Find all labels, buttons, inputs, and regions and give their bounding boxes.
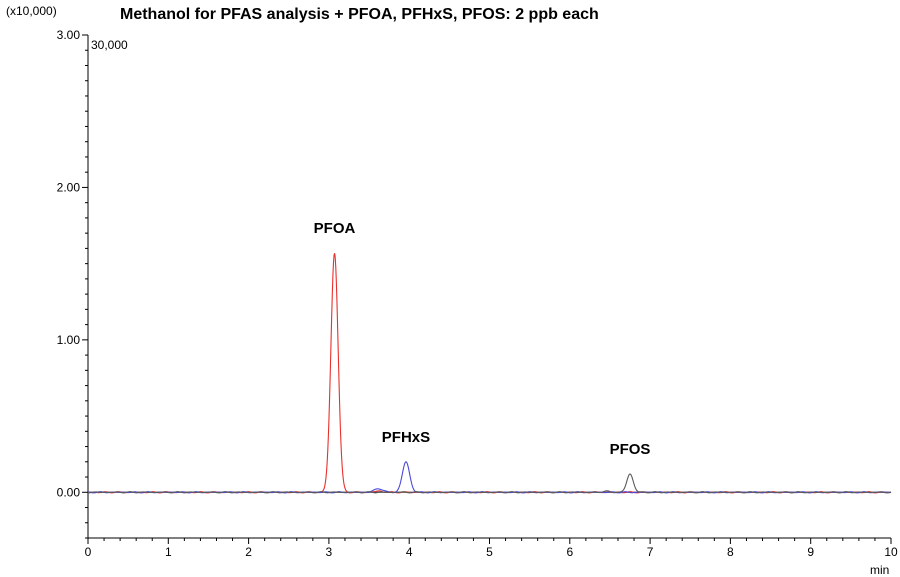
peak-label: PFHxS (382, 429, 430, 446)
x-tick-label: 1 (165, 545, 172, 559)
x-tick-label: 10 (884, 545, 898, 559)
chart-title: Methanol for PFAS analysis + PFOA, PFHxS… (120, 6, 599, 23)
y-tick-label: 1.00 (57, 333, 81, 347)
y-multiplier-label: (x10,000) (6, 4, 57, 18)
x-tick-label: 5 (486, 545, 493, 559)
y-tick-label: 0.00 (57, 485, 81, 499)
trace-line (88, 253, 892, 494)
peak-label: PFOS (610, 441, 651, 458)
trace-line (87, 473, 892, 494)
x-axis-label: min (870, 563, 889, 577)
x-tick-label: 7 (647, 545, 654, 559)
x-tick-label: 9 (807, 545, 814, 559)
traces (87, 253, 892, 494)
x-tick-label: 8 (727, 545, 734, 559)
x-tick-label: 6 (566, 545, 573, 559)
x-tick-label: 4 (406, 545, 413, 559)
axes: 0.00 1.00 2.00 3.00 0 1 2 3 4 5 6 7 8 9 10 (57, 28, 898, 559)
x-tick-label: 2 (245, 545, 252, 559)
y-max-label: 30,000 (91, 38, 128, 52)
x-tick-label: 3 (326, 545, 333, 559)
y-tick-label: 2.00 (57, 180, 81, 194)
trace-line (87, 461, 892, 494)
peak-label: PFOA (314, 220, 356, 237)
x-tick-label: 0 (85, 545, 92, 559)
peak-labels: PFOA PFHxS PFOS (314, 220, 651, 458)
y-tick-label: 3.00 (57, 28, 81, 42)
